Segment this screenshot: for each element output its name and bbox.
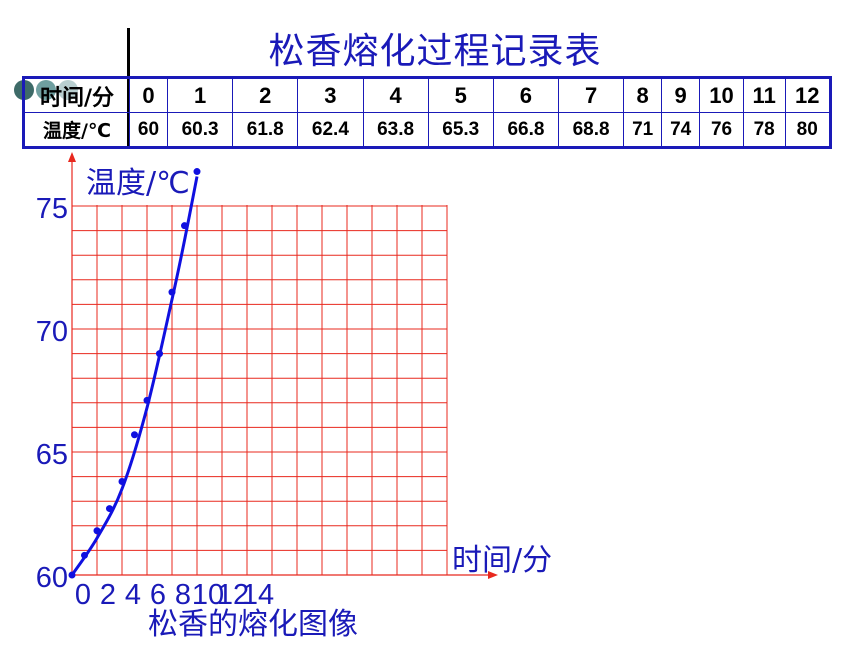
x-axis-label: 时间/分 <box>452 543 552 578</box>
x-axis-arrow <box>488 571 498 579</box>
data-point <box>93 527 101 535</box>
time-cell: 2 <box>232 77 299 113</box>
temp-cell: 80 <box>784 112 831 148</box>
time-cell: 12 <box>784 77 831 113</box>
table-title: 松香熔化过程记录表 <box>268 31 602 72</box>
temp-cell: 61.8 <box>232 112 299 148</box>
x-tick-label: 14 <box>242 579 274 611</box>
temp-cell: 78 <box>742 112 786 148</box>
x-tick-label: 6 <box>150 579 166 611</box>
data-point <box>81 551 88 559</box>
temp-cell: 71 <box>623 112 663 148</box>
time-cell: 3 <box>297 77 364 113</box>
fitted-curve <box>70 176 199 576</box>
data-point <box>143 396 151 404</box>
temp-cell: 66.8 <box>492 112 560 148</box>
temp-cell: 76 <box>699 112 744 148</box>
temp-cell: 65.3 <box>427 112 494 148</box>
x-tick-label: 10 <box>192 579 224 611</box>
row-label-temp: 温度/℃ <box>23 112 130 148</box>
temp-cell: 63.8 <box>362 112 429 148</box>
temp-cell: 62.4 <box>297 112 364 148</box>
data-point <box>168 288 176 296</box>
row-label-time: 时间/分 <box>23 77 130 113</box>
time-cell: 11 <box>742 77 786 113</box>
time-cell: 10 <box>699 77 744 113</box>
data-point <box>193 168 201 176</box>
time-cell: 9 <box>661 77 701 113</box>
data-point <box>181 222 188 230</box>
data-point <box>156 350 163 358</box>
temp-cell: 74 <box>661 112 701 148</box>
record-table: 时间/分 0 1 2 3 4 5 6 7 8 9 10 11 12 温度/℃ 60 60.3 61.8 62.… <box>22 76 832 149</box>
y-axis-arrow <box>68 152 76 162</box>
x-tick-label: 2 <box>100 579 116 611</box>
data-point <box>118 478 126 486</box>
time-cell: 8 <box>623 77 663 113</box>
data-point <box>106 505 113 513</box>
time-cell: 1 <box>166 77 234 113</box>
y-tick-label: 65 <box>36 439 68 471</box>
y-tick-label: 75 <box>36 193 68 225</box>
data-point <box>68 571 76 579</box>
temp-cell: 68.8 <box>558 112 625 148</box>
x-tick-label: 12 <box>217 579 249 611</box>
y-axis-label: 温度/℃ <box>86 166 190 201</box>
x-tick-label: 0 <box>75 579 91 611</box>
y-tick-label: 70 <box>36 316 68 348</box>
x-tick-label: 8 <box>175 579 191 611</box>
temp-cell: 60.3 <box>166 112 234 148</box>
data-point <box>131 431 138 439</box>
temp-cell: 60 <box>129 112 168 148</box>
time-cell: 4 <box>362 77 429 113</box>
chart-title: 松香的熔化图像 <box>148 607 358 642</box>
x-tick-label: 4 <box>125 579 141 611</box>
y-tick-label: 60 <box>36 562 68 594</box>
